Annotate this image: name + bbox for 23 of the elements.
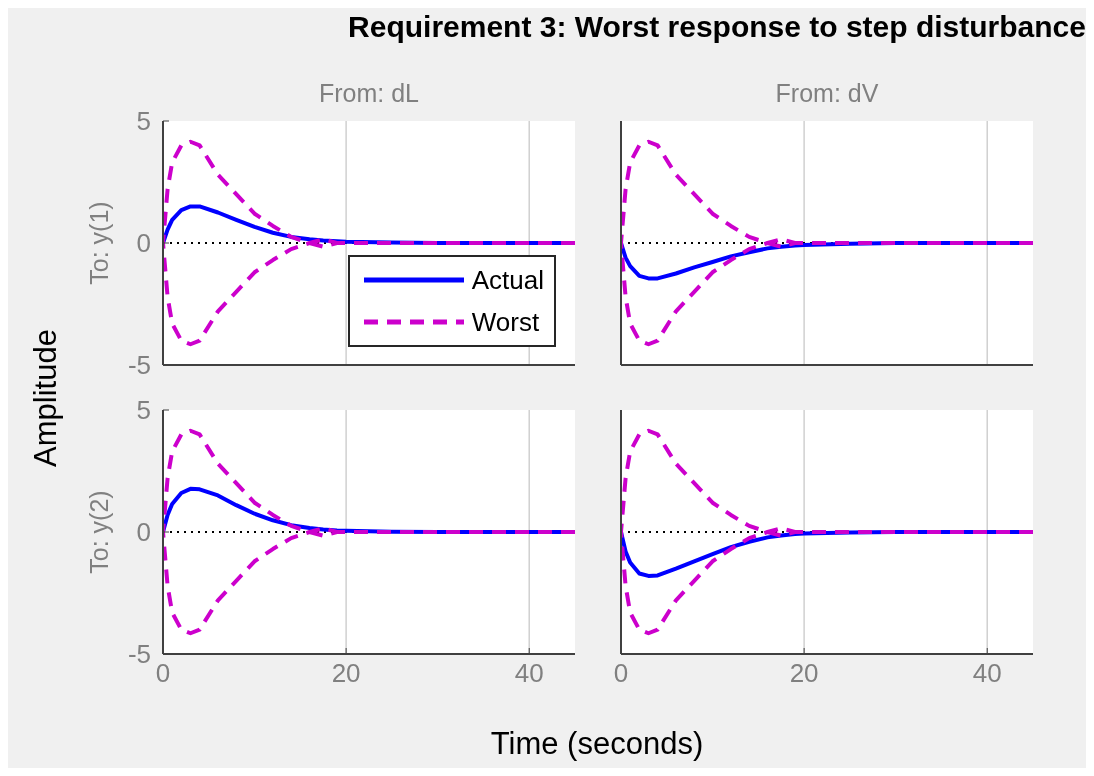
y-tick-label: -5 bbox=[127, 350, 151, 381]
text: Requirement 3: Worst response to step disturbance bbox=[347, 10, 1086, 44]
y-axis-title: To: y(2) bbox=[84, 490, 114, 574]
x-tick-label: 20 bbox=[331, 658, 361, 689]
y-tick-label: 0 bbox=[136, 517, 151, 548]
line-series bbox=[163, 139, 575, 347]
x-tick-label: 0 bbox=[155, 658, 171, 689]
chart-title: From: dV bbox=[774, 79, 880, 108]
y-tick-label: 0 bbox=[136, 228, 151, 259]
x-tick-label: 40 bbox=[972, 658, 1002, 689]
y-tick-label: 5 bbox=[136, 395, 151, 426]
text: Time (seconds) bbox=[489, 726, 705, 762]
text: Amplitude bbox=[28, 329, 64, 467]
y-axis-title: To: y(1) bbox=[84, 201, 114, 285]
chart-title: From: dL bbox=[318, 79, 420, 108]
x-tick-label: 0 bbox=[613, 658, 629, 689]
legend-label: Worst bbox=[471, 306, 540, 338]
x-tick-label: 40 bbox=[514, 658, 544, 689]
y-tick-label: 5 bbox=[136, 106, 151, 137]
legend-label: Actual bbox=[471, 264, 544, 296]
y-tick-label: -5 bbox=[127, 639, 151, 670]
x-tick-label: 20 bbox=[789, 658, 819, 689]
line-series bbox=[163, 428, 575, 636]
